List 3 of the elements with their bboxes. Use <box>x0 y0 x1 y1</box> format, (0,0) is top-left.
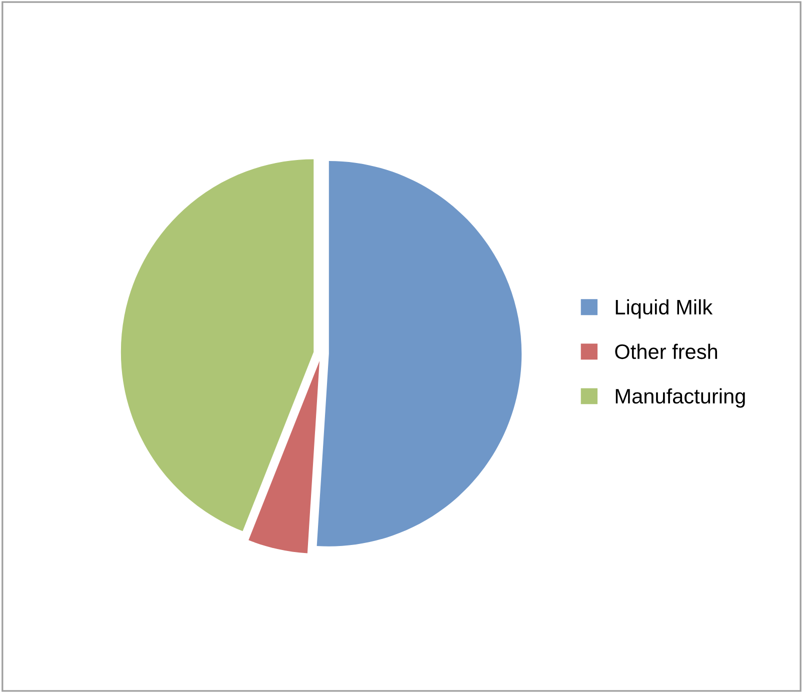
legend-label: Liquid Milk <box>616 299 713 319</box>
legend-label: Other fresh <box>615 344 718 360</box>
legend-label: Manufacturing <box>616 388 745 408</box>
